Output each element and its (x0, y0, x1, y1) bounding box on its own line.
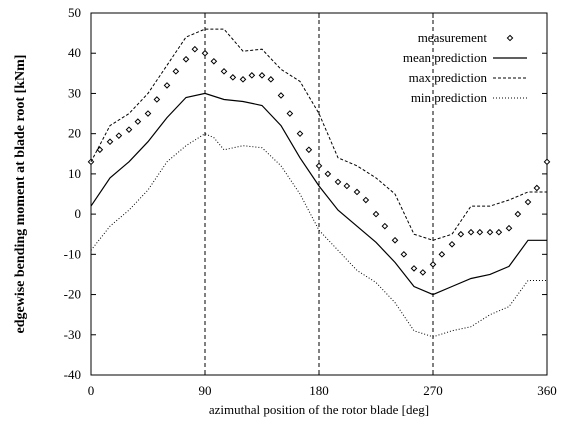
series-layer (87, 28, 551, 338)
measurement-point (258, 72, 266, 79)
measurement-point (134, 118, 142, 125)
measurement-point (505, 224, 513, 232)
measurement-point (153, 96, 161, 103)
y-axis-ticks: -40 -30 -20 -10 0 10 20 30 40 50 (64, 5, 547, 382)
measurement-point (533, 184, 541, 192)
measurement-point (486, 228, 494, 236)
measurement-point (362, 196, 370, 204)
measurement-point (429, 261, 437, 268)
measurement-point (419, 269, 427, 276)
measurement-point (125, 126, 133, 133)
measurement-point (448, 240, 456, 248)
measurement-point (438, 251, 446, 258)
measurement-point (96, 146, 104, 154)
measurement-point (277, 92, 285, 99)
measurement-point (286, 110, 294, 117)
measurement-point (87, 158, 95, 166)
measurement-point (400, 251, 408, 258)
y-tick-label: 40 (68, 45, 81, 60)
min-prediction-line (90, 133, 547, 338)
measurement-point (229, 74, 237, 81)
x-axis-label: azimuthal position of the rotor blade [d… (209, 402, 429, 417)
legend-label: measurement (418, 30, 488, 45)
measurement-point (343, 182, 351, 190)
x-tick-label: 270 (423, 383, 443, 398)
y-tick-label: 20 (68, 126, 81, 141)
measurement-point (495, 228, 503, 236)
measurement-point (543, 158, 551, 166)
x-tick-label: 0 (88, 383, 95, 398)
measurement-point (391, 236, 399, 244)
measurement-point (172, 68, 180, 75)
measurement-point (381, 222, 389, 230)
y-tick-label: 0 (75, 206, 82, 221)
plot-frame (90, 12, 548, 376)
measurement-point (106, 138, 114, 146)
measurement-point (144, 110, 152, 117)
y-axis-label: edgewise bending moment at blade root [k… (13, 55, 28, 334)
measurement-point (182, 55, 190, 63)
y-tick-label: 10 (68, 166, 81, 181)
measurement-point (305, 146, 313, 154)
measurement-point (467, 228, 475, 236)
x-tick-label: 90 (199, 383, 212, 398)
max-prediction-line (90, 28, 547, 241)
series-measurement (87, 45, 551, 276)
measurement-point (248, 72, 256, 79)
y-tick-label: -30 (64, 327, 81, 342)
measurement-point (239, 76, 247, 83)
measurement-point (324, 170, 332, 178)
legend-label: mean prediction (403, 50, 488, 65)
measurement-point (191, 45, 199, 53)
measurement-point (296, 130, 304, 137)
measurement-point (163, 82, 171, 89)
measurement-point (210, 57, 218, 65)
measurement-point (410, 265, 418, 272)
x-axis-ticks: 0 90 180 270 360 (88, 13, 557, 398)
measurement-point (476, 228, 484, 236)
legend-label: min prediction (411, 90, 488, 105)
measurement-point (457, 230, 465, 238)
measurement-point (372, 210, 380, 218)
y-tick-label: 30 (68, 85, 81, 100)
y-tick-label: -40 (64, 367, 81, 382)
series-max-prediction (90, 28, 547, 241)
grid-lines (204, 13, 434, 375)
measurement-point (220, 68, 228, 75)
legend: measurement mean prediction max prediction… (403, 30, 527, 105)
x-tick-label: 360 (537, 383, 557, 398)
series-mean-prediction (90, 92, 547, 296)
series-min-prediction (90, 133, 547, 338)
measurement-point (524, 198, 532, 206)
measurement-point (115, 132, 123, 139)
measurement-point (201, 49, 209, 57)
y-tick-label: -20 (64, 287, 81, 302)
measurement-point (353, 188, 361, 196)
legend-marker-diamond (506, 34, 514, 42)
x-tick-label: 180 (309, 383, 329, 398)
measurement-point (267, 76, 275, 83)
y-tick-label: 50 (68, 5, 81, 20)
legend-label: max prediction (409, 70, 488, 85)
measurement-point (315, 162, 323, 170)
measurement-point (334, 178, 342, 186)
y-tick-label: -10 (64, 246, 81, 261)
mean-prediction-line (90, 92, 547, 296)
measurement-point (514, 210, 522, 218)
